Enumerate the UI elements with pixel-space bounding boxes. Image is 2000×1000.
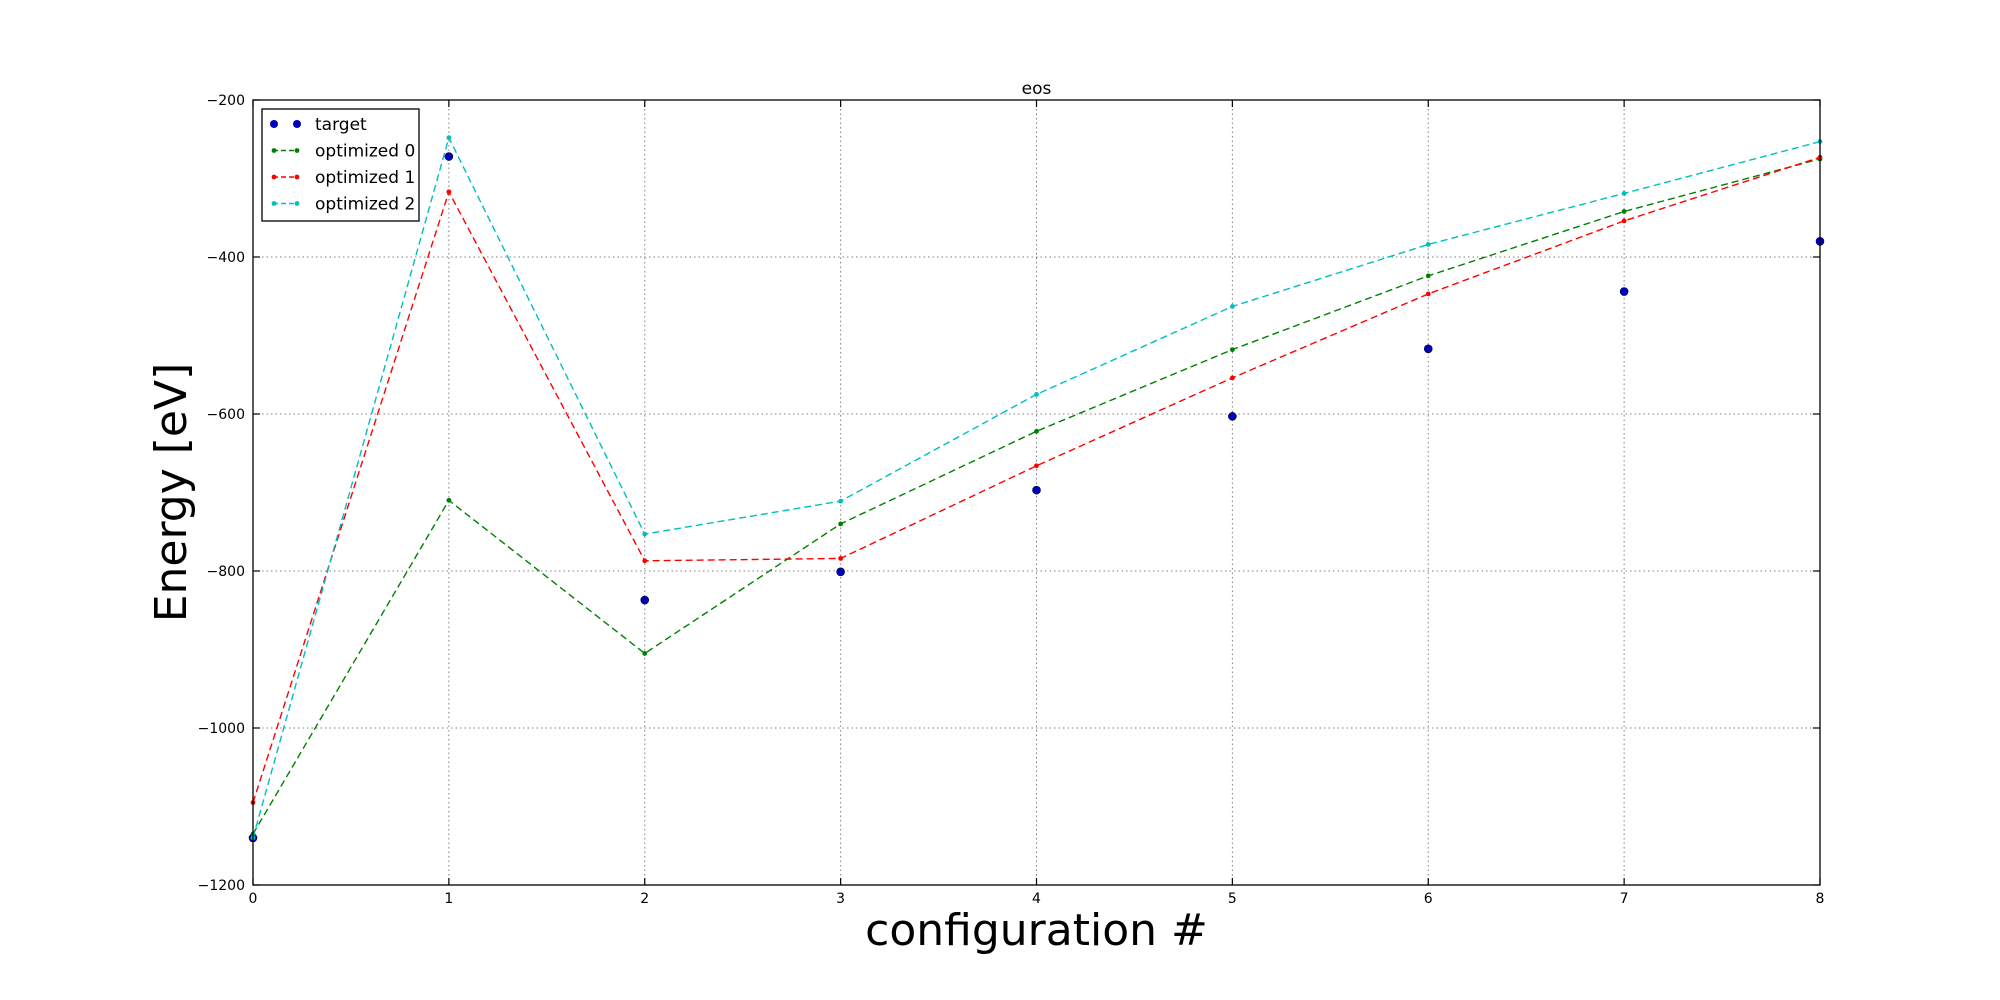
data-point: [1034, 463, 1039, 469]
data-point: [838, 498, 844, 504]
data-point: [1621, 218, 1627, 224]
data-point: [1034, 391, 1039, 397]
data-point: [446, 189, 452, 195]
data-point: [642, 651, 648, 656]
axis-ticks: 0 1 2 3 4 5 6 7 8 −1200 −1000 −800 −600 −400 −200: [198, 93, 1825, 907]
data-point: [1229, 375, 1235, 381]
legend: target optimized 0 optimized 1 optimized 2: [261, 108, 420, 222]
x-tick-label: 0: [249, 891, 258, 907]
legend-label: optimized 2: [315, 195, 415, 215]
legend-label: optimized 0: [315, 142, 415, 162]
data-point: [1228, 412, 1237, 421]
data-point: [446, 497, 452, 503]
legend-marker: [294, 201, 300, 206]
y-tick-label: −1000: [198, 721, 245, 737]
legend-marker: [271, 201, 277, 206]
data-point: [1032, 485, 1041, 495]
plot-series: [248, 135, 1825, 843]
data-point: [1423, 344, 1433, 354]
legend-entry: target: [270, 115, 367, 135]
x-tick-label: 2: [640, 891, 649, 907]
legend-marker: [270, 120, 278, 128]
legend-marker: [294, 174, 300, 180]
data-point: [1425, 291, 1431, 297]
data-point: [1229, 347, 1235, 353]
series-optimized-2: [250, 135, 1823, 841]
data-point: [642, 531, 648, 537]
y-tick-label: −800: [207, 564, 245, 580]
data-point: [1229, 304, 1235, 309]
x-tick-label: 1: [444, 891, 453, 907]
x-tick-label: 4: [1032, 891, 1041, 907]
chart-title: eos: [1022, 79, 1052, 99]
data-point: [1034, 428, 1039, 434]
series-line: [252, 156, 1821, 803]
legend-entry: optimized 2: [271, 195, 415, 215]
series-optimized-1: [250, 154, 1823, 805]
data-point: [640, 595, 650, 605]
data-point: [1621, 191, 1627, 196]
legend-label: optimized 1: [315, 168, 415, 188]
data-point: [836, 567, 845, 577]
data-point: [838, 556, 844, 561]
x-tick-label: 5: [1228, 891, 1237, 907]
data-point: [1619, 287, 1629, 296]
legend-marker: [271, 174, 277, 180]
series-line: [252, 158, 1821, 835]
x-tick-label: 8: [1816, 891, 1825, 907]
y-tick-label: −600: [207, 407, 245, 423]
legend-marker: [271, 148, 277, 153]
legend-entry: optimized 0: [271, 142, 415, 162]
legend-label: target: [315, 115, 367, 135]
legend-marker: [293, 120, 301, 128]
y-tick-label: −1200: [198, 878, 245, 894]
y-tick-label: −200: [207, 93, 245, 109]
legend-box: [261, 108, 420, 222]
x-axis-label: configuration #: [865, 905, 1208, 956]
data-point: [446, 135, 452, 141]
data-point: [642, 558, 648, 564]
x-tick-label: 6: [1424, 891, 1433, 907]
data-point: [1425, 242, 1431, 247]
grid-lines: [253, 100, 1820, 885]
data-point: [1621, 209, 1627, 214]
y-tick-label: −400: [207, 250, 245, 266]
legend-entry: optimized 1: [271, 168, 415, 188]
data-point: [1425, 273, 1431, 279]
y-axis-label: Energy [eV]: [146, 363, 197, 623]
data-point: [444, 152, 454, 161]
x-tick-label: 7: [1620, 891, 1629, 907]
data-point: [838, 521, 844, 527]
x-tick-label: 3: [836, 891, 845, 907]
legend-marker: [294, 148, 300, 153]
